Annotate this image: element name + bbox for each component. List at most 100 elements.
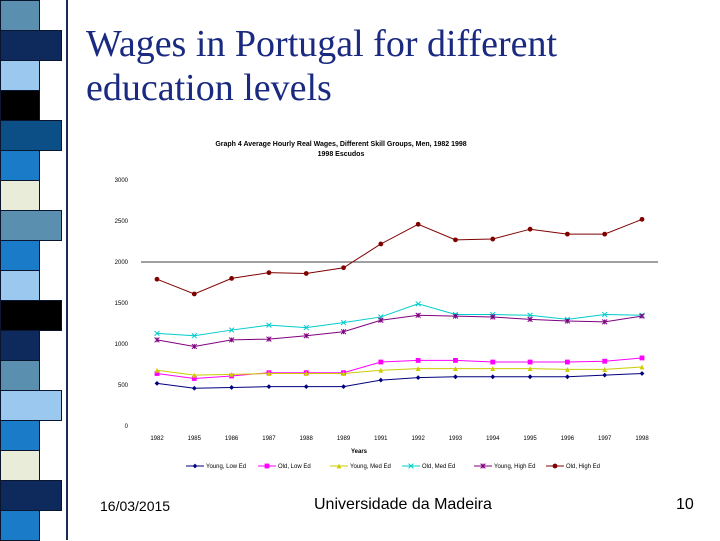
data-point xyxy=(266,322,272,328)
legend-label: Young, Low Ed xyxy=(206,464,246,470)
data-point xyxy=(602,367,608,372)
slide-number: 10 xyxy=(676,496,694,513)
data-point xyxy=(552,463,558,469)
data-point xyxy=(415,221,421,227)
y-tick-label: 500 xyxy=(118,383,129,389)
data-point xyxy=(303,384,309,390)
series-group xyxy=(154,371,645,391)
x-tick-label: 1987 xyxy=(262,436,276,442)
x-tick-label: 1982 xyxy=(150,436,164,442)
data-point xyxy=(340,328,347,335)
strip-block xyxy=(0,270,40,301)
strip-block xyxy=(0,240,40,271)
strip-block xyxy=(0,90,40,121)
x-tick-label: 1985 xyxy=(188,436,202,442)
data-point xyxy=(408,463,414,469)
strip-block xyxy=(0,0,40,31)
x-tick-label: 1998 xyxy=(635,436,649,442)
data-point xyxy=(490,314,496,320)
series-line xyxy=(156,373,643,389)
legend-label: Old, Med Ed xyxy=(422,464,455,470)
data-point xyxy=(639,313,645,319)
strip-block xyxy=(0,210,62,241)
data-point xyxy=(191,385,197,391)
data-point xyxy=(228,327,235,333)
data-point xyxy=(266,270,272,276)
data-point xyxy=(453,358,458,363)
data-point xyxy=(601,311,608,318)
chart-legend: Young, Low Ed Old, Low Ed Young, Med Ed Old… xyxy=(186,463,600,470)
data-point xyxy=(191,291,197,297)
data-point xyxy=(303,333,309,339)
data-point xyxy=(490,311,496,318)
data-point xyxy=(191,343,198,350)
series-line xyxy=(156,303,643,337)
data-point xyxy=(527,312,533,319)
y-tick-label: 2000 xyxy=(115,260,129,266)
data-point xyxy=(527,226,533,232)
x-tick-label: 1989 xyxy=(337,436,351,442)
y-tick-label: 1000 xyxy=(115,342,129,348)
data-point xyxy=(378,377,384,383)
data-point xyxy=(602,372,608,378)
data-point xyxy=(154,380,160,386)
data-point xyxy=(303,324,309,331)
data-point xyxy=(378,241,384,247)
data-point xyxy=(303,371,309,376)
data-point xyxy=(602,358,608,364)
x-tick-label: 1993 xyxy=(449,436,463,442)
data-point xyxy=(415,301,421,307)
data-point xyxy=(564,374,570,380)
data-point xyxy=(415,358,421,363)
data-point xyxy=(490,374,496,380)
data-point xyxy=(154,337,160,343)
wage-line-chart: Graph 4 Average Hourly Real Wages, Diffe… xyxy=(115,141,658,470)
x-tick-label: 1997 xyxy=(598,436,612,442)
data-point xyxy=(378,367,384,373)
data-point xyxy=(452,313,459,319)
data-point xyxy=(340,319,347,326)
data-point xyxy=(564,318,571,324)
strip-block xyxy=(0,390,62,421)
strip-block xyxy=(0,300,62,331)
series-group xyxy=(154,364,645,378)
legend-label: Young, Med Ed xyxy=(350,464,391,470)
data-point xyxy=(378,359,384,365)
strip-block xyxy=(0,60,40,91)
data-point xyxy=(602,231,608,237)
data-point xyxy=(639,364,645,370)
data-point xyxy=(154,330,160,337)
data-point xyxy=(490,366,496,371)
data-point xyxy=(564,231,570,237)
chart-title: Graph 4 Average Hourly Real Wages, Diffe… xyxy=(215,141,466,148)
series-group xyxy=(154,312,645,350)
strip-block xyxy=(0,360,40,391)
data-point xyxy=(154,371,160,376)
data-point xyxy=(527,316,533,323)
slide-title: Wages in Portugal for different educatio… xyxy=(86,22,686,110)
series-line xyxy=(156,357,643,379)
strip-block xyxy=(0,150,40,181)
series-line xyxy=(156,218,643,295)
slide-title-line-2: education levels xyxy=(86,67,332,109)
data-point xyxy=(415,375,421,381)
chart-subtitle: 1998 Escudos xyxy=(318,151,365,158)
data-point xyxy=(490,236,496,242)
data-point xyxy=(341,384,346,390)
strip-block xyxy=(0,510,40,541)
strip-block xyxy=(0,480,62,511)
data-point xyxy=(228,337,235,343)
y-tick-label: 2500 xyxy=(115,219,129,225)
data-point xyxy=(336,463,342,469)
data-point xyxy=(154,367,160,373)
data-point xyxy=(266,371,272,376)
strip-block xyxy=(0,180,40,211)
data-point xyxy=(490,359,496,365)
data-point xyxy=(341,371,346,376)
y-tick-label: 3000 xyxy=(115,178,129,184)
x-tick-label: 1992 xyxy=(411,436,425,442)
series-group xyxy=(154,216,645,297)
x-axis-label: Years xyxy=(351,449,368,455)
x-tick-label: 1988 xyxy=(300,436,314,442)
legend-label: Old, Low Ed xyxy=(278,464,311,470)
